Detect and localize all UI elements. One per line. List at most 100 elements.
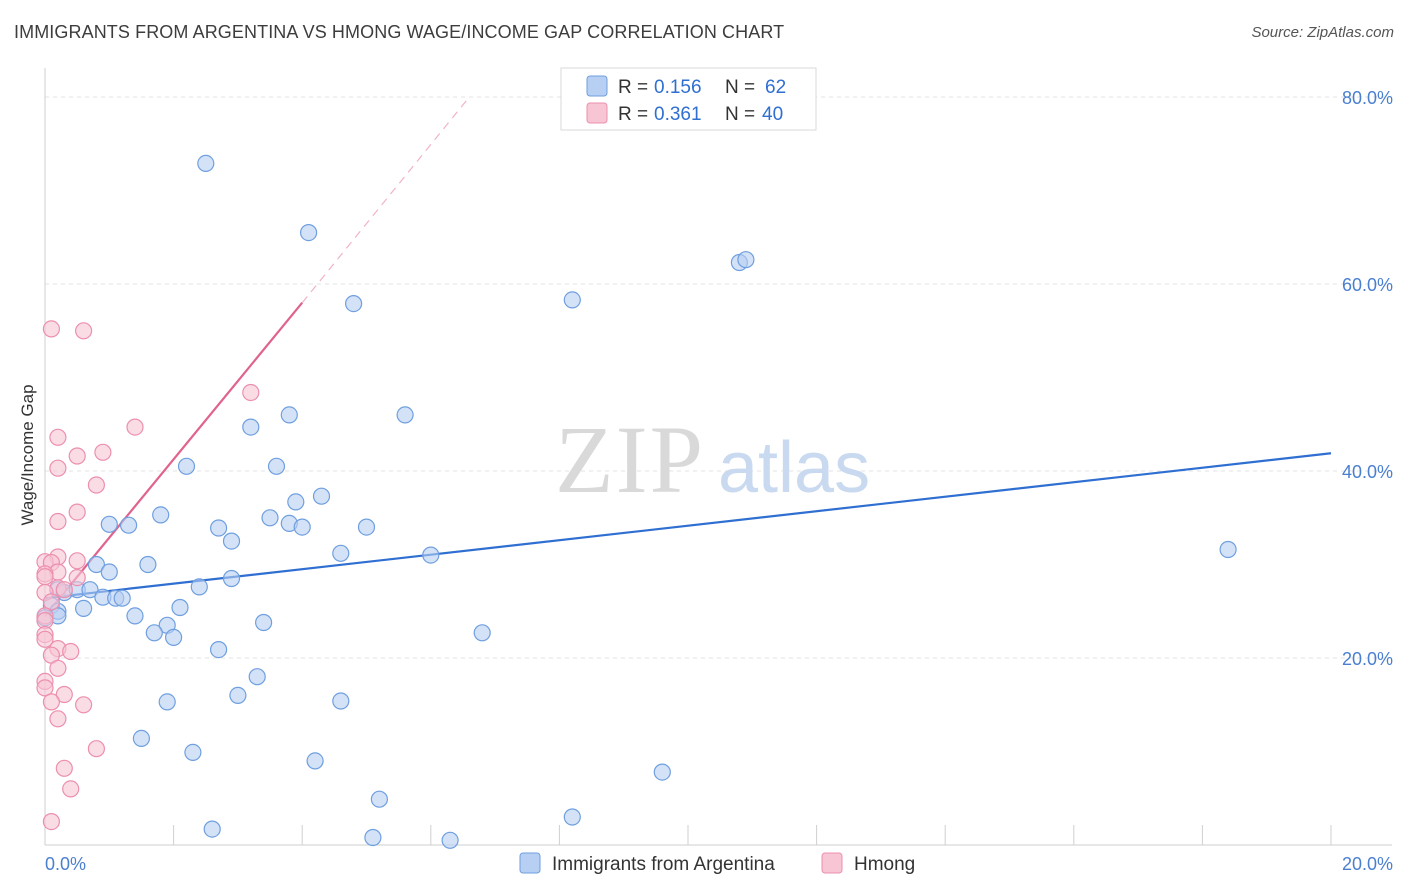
point-hmong-28 [62,642,80,661]
point-argentina-14 [261,509,279,527]
data-points [36,154,1237,849]
point-hmong-9 [68,503,86,521]
point-argentina-1 [300,224,318,242]
point-argentina-41 [74,599,93,618]
x-tick-label-max: 20.0% [1342,854,1393,874]
point-argentina-29 [190,578,208,596]
watermark-zip: ZIP [555,406,705,513]
point-argentina-20 [210,519,228,537]
point-hmong-39 [62,780,80,798]
point-hmong-5 [94,443,112,461]
legend-swatch-argentina [586,75,608,97]
trend-line-argentina [44,452,1332,600]
series-legend: Immigrants from Argentina Hmong [519,852,915,875]
y-axis-label: Wage/Income Gap [18,384,37,525]
point-hmong-40 [42,812,61,831]
y-tick-label-20: 20.0% [1342,649,1393,669]
point-argentina-22 [332,544,350,562]
point-argentina-24 [1219,540,1237,559]
point-hmong-3 [126,418,144,436]
point-hmong-37 [87,740,106,758]
legend-r-label-argentina: R = [618,77,648,98]
legend-n-label-argentina: N = [725,77,755,98]
point-argentina-33 [81,581,99,599]
x-tick-label-min: 0.0% [45,854,86,874]
point-argentina-21 [222,532,241,550]
point-argentina-43 [171,598,189,617]
point-argentina-50 [248,668,266,686]
point-argentina-28 [222,569,241,588]
legend-n-value-argentina: 62 [765,77,786,98]
axes [44,68,1392,846]
point-argentina-26 [139,555,157,574]
point-argentina-42 [126,607,144,625]
tick-labels: 20.0% 40.0% 60.0% 80.0% 0.0% 20.0% [45,88,1393,874]
y-tick-label-80: 80.0% [1342,88,1393,108]
point-argentina-8 [242,418,260,436]
watermark-atlas: atlas [718,428,870,508]
point-hmong-18 [68,568,86,587]
point-argentina-45 [145,624,163,642]
point-argentina-9 [177,457,196,475]
point-argentina-13 [152,506,170,524]
point-argentina-62 [441,831,459,849]
point-argentina-46 [165,628,183,647]
point-argentina-55 [184,743,202,762]
series-legend-swatch-hmong [821,852,843,874]
point-hmong-30 [49,659,67,677]
point-argentina-58 [370,790,388,808]
point-hmong-20 [55,581,73,599]
legend-n-label-hmong: N = [725,104,755,125]
point-argentina-59 [563,808,581,826]
point-argentina-54 [132,729,150,748]
point-hmong-22 [42,593,61,611]
point-argentina-12 [287,493,305,511]
point-hmong-7 [49,459,67,477]
point-argentina-47 [255,613,273,632]
point-hmong-33 [55,685,73,704]
point-argentina-16 [120,516,138,534]
point-hmong-32 [36,679,54,697]
legend-swatch-hmong [586,102,608,124]
point-argentina-53 [332,692,350,710]
y-tick-label-60: 60.0% [1342,275,1393,295]
point-hmong-0 [42,320,61,338]
legend-r-label-hmong: R = [618,104,648,125]
point-argentina-18 [293,518,311,536]
point-argentina-27 [100,563,118,581]
point-argentina-10 [267,457,286,475]
point-hmong-34 [42,693,61,711]
grid-lines [45,96,1392,659]
point-argentina-57 [653,763,671,781]
legend-r-value-hmong: 0.361 [654,104,702,125]
point-argentina-25 [87,555,106,574]
series-legend-label-argentina: Immigrants from Argentina [552,854,775,875]
point-argentina-48 [473,624,491,642]
watermark: ZIP atlas [555,406,870,513]
point-argentina-51 [229,686,247,705]
point-hmong-14 [68,552,86,570]
point-argentina-36 [113,589,131,607]
point-argentina-19 [357,518,376,536]
point-hmong-1 [74,322,93,340]
point-argentina-52 [158,693,176,711]
point-argentina-6 [280,406,298,424]
point-argentina-60 [203,820,221,838]
point-argentina-0 [197,154,215,172]
point-hmong-17 [36,568,54,586]
point-argentina-15 [100,515,118,533]
point-argentina-5 [563,291,581,309]
trend-line-hmong-extension [301,96,470,304]
point-hmong-8 [87,476,106,494]
point-hmong-35 [74,696,93,714]
point-argentina-56 [306,752,324,770]
legend-r-value-argentina: 0.156 [654,77,702,98]
y-tick-label-40: 40.0% [1342,462,1393,482]
point-hmong-2 [242,383,260,402]
series-legend-swatch-argentina [519,852,541,874]
point-argentina-7 [396,406,414,424]
point-argentina-3 [737,251,755,269]
stats-legend: R = 0.156 N = 62 R = 0.361 N = 40 [560,67,817,131]
series-legend-label-hmong: Hmong [854,854,915,875]
